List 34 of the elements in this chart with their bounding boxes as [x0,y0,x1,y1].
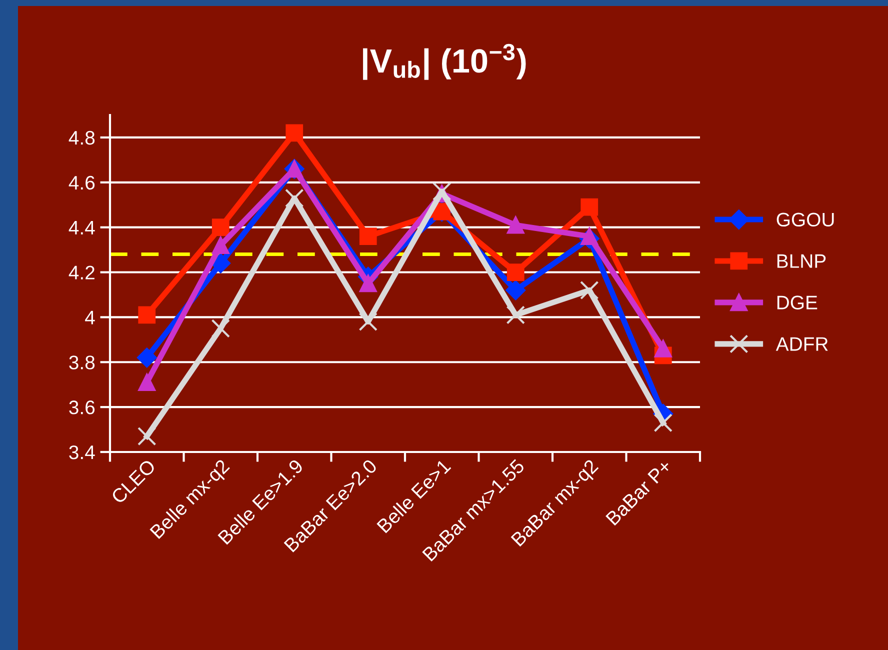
y-tick-label: 4.6 [68,176,95,190]
point [138,306,156,324]
point [286,124,304,142]
point [580,280,599,300]
y-tick-label: 4 [85,310,95,324]
point [284,188,304,208]
point [359,228,377,246]
point [506,280,526,300]
point [506,216,524,234]
point [654,340,672,358]
point [580,198,598,216]
legend-label: BLNP [777,254,826,268]
point [212,236,230,254]
y-tick-label: 3.8 [69,356,95,370]
y-tick-label: 4.8 [68,130,95,145]
legend-label: DGE [777,296,818,310]
point [359,274,377,292]
point [137,426,156,446]
legend-label: ADFR [776,337,828,351]
point [138,374,156,392]
point [506,264,524,281]
point [358,312,378,332]
y-tick-label: 3.6 [69,400,95,414]
point [654,413,673,432]
legend-label: GGOU [776,212,834,227]
chart-title: |V$_{ub}$| (10$^{−3}$) [363,44,526,80]
point [211,319,230,338]
y-tick-label: 4.2 [68,266,94,280]
point [136,348,157,368]
y-tick-label: 4.4 [68,221,95,234]
point [212,218,230,236]
y-tick-label: 3.4 [69,445,95,460]
point [506,306,526,324]
point [210,253,231,274]
